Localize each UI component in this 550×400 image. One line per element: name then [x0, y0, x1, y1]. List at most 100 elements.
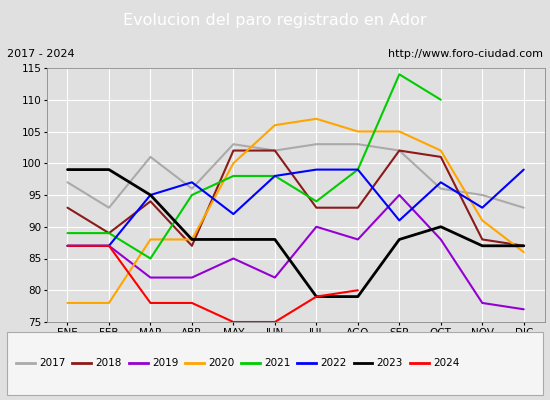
Line: 2017: 2017 — [68, 144, 524, 208]
2017 — [230, 142, 236, 146]
2019 — [189, 275, 195, 280]
2019 — [437, 237, 444, 242]
Line: 2024: 2024 — [68, 246, 358, 322]
2020 — [106, 300, 112, 305]
2022 — [147, 193, 154, 198]
Text: 2023: 2023 — [377, 358, 403, 368]
2022 — [520, 167, 527, 172]
2019 — [355, 237, 361, 242]
2020 — [396, 129, 403, 134]
2019 — [230, 256, 236, 261]
2021 — [272, 174, 278, 178]
2024 — [355, 288, 361, 293]
Line: 2020: 2020 — [68, 119, 524, 303]
2019 — [396, 193, 403, 198]
2023 — [313, 294, 320, 299]
2023 — [189, 237, 195, 242]
2017 — [147, 154, 154, 159]
2024 — [106, 243, 112, 248]
2022 — [64, 243, 71, 248]
Line: 2022: 2022 — [68, 170, 524, 246]
2024 — [147, 300, 154, 305]
2018 — [396, 148, 403, 153]
2022 — [272, 174, 278, 178]
2024 — [189, 300, 195, 305]
2021 — [230, 174, 236, 178]
2022 — [189, 180, 195, 185]
2019 — [64, 243, 71, 248]
2018 — [189, 243, 195, 248]
Text: Evolucion del paro registrado en Ador: Evolucion del paro registrado en Ador — [123, 14, 427, 28]
2023 — [106, 167, 112, 172]
Text: 2024: 2024 — [433, 358, 459, 368]
2017 — [272, 148, 278, 153]
Text: 2018: 2018 — [96, 358, 122, 368]
2017 — [189, 186, 195, 191]
2020 — [437, 148, 444, 153]
Line: 2021: 2021 — [68, 74, 441, 258]
2022 — [437, 180, 444, 185]
2021 — [437, 97, 444, 102]
2020 — [520, 250, 527, 254]
2017 — [520, 205, 527, 210]
2019 — [520, 307, 527, 312]
2017 — [355, 142, 361, 146]
2017 — [479, 193, 486, 198]
Text: 2021: 2021 — [265, 358, 290, 368]
2022 — [479, 205, 486, 210]
2018 — [272, 148, 278, 153]
2024 — [64, 243, 71, 248]
2023 — [520, 243, 527, 248]
2020 — [272, 123, 278, 128]
2019 — [479, 300, 486, 305]
2022 — [313, 167, 320, 172]
2021 — [396, 72, 403, 77]
2020 — [313, 116, 320, 121]
2020 — [147, 237, 154, 242]
2023 — [64, 167, 71, 172]
Text: 2017 - 2024: 2017 - 2024 — [7, 49, 74, 59]
2019 — [106, 243, 112, 248]
2020 — [230, 161, 236, 166]
FancyBboxPatch shape — [7, 332, 543, 394]
2023 — [396, 237, 403, 242]
2021 — [106, 231, 112, 236]
Line: 2018: 2018 — [68, 150, 524, 246]
2023 — [355, 294, 361, 299]
2018 — [479, 237, 486, 242]
2017 — [437, 186, 444, 191]
2018 — [520, 243, 527, 248]
2019 — [313, 224, 320, 229]
2023 — [230, 237, 236, 242]
2024 — [230, 320, 236, 324]
2018 — [230, 148, 236, 153]
Text: 2019: 2019 — [152, 358, 178, 368]
2019 — [147, 275, 154, 280]
2022 — [230, 212, 236, 216]
2021 — [64, 231, 71, 236]
2023 — [479, 243, 486, 248]
2018 — [313, 205, 320, 210]
Text: 2020: 2020 — [208, 358, 234, 368]
Text: 2017: 2017 — [40, 358, 66, 368]
2018 — [64, 205, 71, 210]
Line: 2019: 2019 — [68, 195, 524, 309]
Text: 2022: 2022 — [321, 358, 347, 368]
2021 — [313, 199, 320, 204]
2018 — [437, 154, 444, 159]
2022 — [106, 243, 112, 248]
2024 — [313, 294, 320, 299]
2021 — [147, 256, 154, 261]
2017 — [396, 148, 403, 153]
2023 — [147, 193, 154, 198]
2020 — [64, 300, 71, 305]
2021 — [189, 193, 195, 198]
Text: http://www.foro-ciudad.com: http://www.foro-ciudad.com — [388, 49, 543, 59]
2019 — [272, 275, 278, 280]
2018 — [355, 205, 361, 210]
2018 — [106, 231, 112, 236]
2022 — [355, 167, 361, 172]
2024 — [272, 320, 278, 324]
2023 — [437, 224, 444, 229]
Line: 2023: 2023 — [68, 170, 524, 296]
